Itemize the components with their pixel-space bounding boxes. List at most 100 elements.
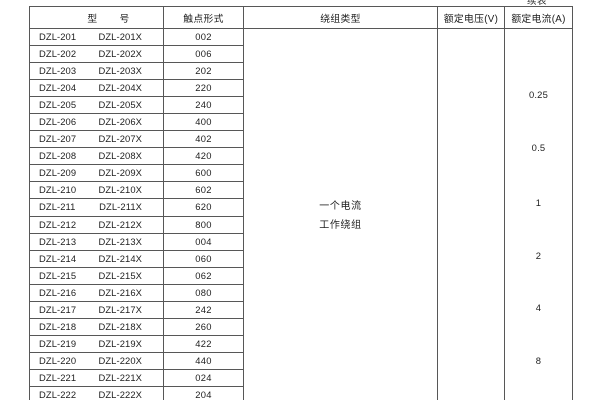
model-pair: DZL-218 DZL-218X — [30, 319, 163, 335]
relay-specification-table: 型号 触点形式 绕组类型 额定电压(V) 额定电流(A) DZL-201 DZL-… — [29, 6, 573, 400]
cell-model: DZL-206 DZL-206X — [29, 113, 164, 132]
model-code-variant: DZL-214X — [98, 252, 142, 264]
model-pair: DZL-221 DZL-221X — [30, 370, 163, 386]
column-header-rated-voltage: 额定电压(V) — [437, 6, 505, 29]
cell-model: DZL-207 DZL-207X — [29, 130, 164, 149]
model-code-variant: DZL-207X — [98, 133, 142, 145]
rated-current-value: 4 — [535, 301, 542, 313]
model-pair: DZL-211 DZL-211X — [30, 199, 163, 215]
table-row: DZL-216 DZL-216X 080 — [29, 283, 573, 302]
model-pair: DZL-204 DZL-204X — [30, 80, 163, 96]
model-pair: DZL-205 DZL-205X — [30, 97, 163, 113]
column-header-model-left: 型 — [87, 13, 98, 25]
table-row: DZL-206 DZL-206X 400 — [29, 113, 573, 132]
cell-contact-form: 800 — [163, 215, 244, 234]
model-code-base: DZL-201 — [39, 31, 77, 42]
cell-contact-form: 602 — [163, 181, 244, 200]
cell-rated-current: 0.25 0.5 1 2 4 8 — [504, 27, 573, 400]
table-header: 型号 触点形式 绕组类型 额定电压(V) 额定电流(A) — [29, 6, 573, 29]
model-code-base: DZL-217 — [39, 303, 77, 315]
cell-contact-form: 600 — [163, 164, 244, 183]
model-code-variant: DZL-222X — [98, 388, 142, 400]
rated-current-value: 8 — [535, 354, 542, 366]
cell-contact-form: 004 — [163, 232, 244, 251]
model-pair: DZL-220 DZL-220X — [30, 353, 163, 369]
table-row: DZL-222 DZL-222X 204 — [29, 385, 573, 400]
cell-contact-form: 220 — [163, 79, 244, 98]
column-header-winding-type: 绕组类型 — [243, 6, 438, 29]
cell-model: DZL-220 DZL-220X — [29, 351, 164, 370]
cell-model: DZL-204 DZL-204X — [29, 79, 164, 98]
model-code-variant: DZL-211X — [99, 201, 142, 213]
table-row: DZL-208 DZL-208X 420 — [29, 147, 573, 166]
column-header-model-right: 号 — [119, 13, 130, 25]
cell-contact-form: 062 — [163, 266, 244, 285]
model-pair: DZL-222 DZL-222X — [30, 387, 163, 400]
model-code-variant: DZL-204X — [98, 82, 142, 94]
table-row: DZL-212 DZL-212X 800 — [29, 215, 573, 234]
model-code-base: DZL-210 — [39, 184, 77, 196]
model-code-variant: DZL-216X — [98, 286, 142, 298]
table-row: DZL-209 DZL-209X 600 — [29, 164, 573, 183]
cell-model: DZL-215 DZL-215X — [29, 266, 164, 285]
cell-contact-form: 620 — [163, 198, 244, 217]
model-pair: DZL-213 DZL-213X — [30, 234, 163, 250]
rated-current-value: 0.25 — [528, 88, 549, 100]
model-pair: DZL-207 DZL-207X — [30, 131, 163, 147]
cell-model: DZL-212 DZL-212X — [29, 215, 164, 234]
table-row: DZL-217 DZL-217X 242 — [29, 300, 573, 319]
model-code-variant: DZL-213X — [98, 235, 142, 247]
table-row: DZL-220 DZL-220X 440 — [29, 351, 573, 370]
cell-model: DZL-214 DZL-214X — [29, 249, 164, 268]
model-pair: DZL-214 DZL-214X — [30, 251, 163, 267]
cell-contact-form: 422 — [163, 334, 244, 353]
table-row: DZL-201 DZL-201X 002 一个电流 工作绕组 0.25 0.5 1 2 4 8 — [29, 27, 573, 400]
model-code-base: DZL-215 — [39, 269, 77, 281]
cell-contact-form: 060 — [163, 249, 244, 268]
cell-model: DZL-222 DZL-222X — [29, 385, 164, 400]
model-code-variant: DZL-218X — [98, 320, 142, 332]
model-code-variant: DZL-208X — [98, 150, 142, 162]
table-row: DZL-215 DZL-215X 062 — [29, 266, 573, 285]
model-code-base: DZL-207 — [39, 133, 77, 145]
cell-contact-form: 202 — [163, 62, 244, 81]
winding-type-line: 工作绕组 — [319, 220, 362, 232]
model-code-base: DZL-212 — [39, 218, 77, 230]
cell-model: DZL-203 DZL-203X — [29, 62, 164, 81]
rated-current-value: 2 — [535, 249, 542, 261]
model-code-variant: DZL-215X — [98, 269, 142, 281]
model-code-base: DZL-221 — [39, 371, 77, 383]
model-pair: DZL-216 DZL-216X — [30, 285, 163, 301]
model-code-base: DZL-205 — [39, 99, 77, 111]
cell-contact-form: 024 — [163, 368, 244, 387]
model-code-base: DZL-214 — [39, 252, 77, 264]
cell-contact-form: 080 — [163, 283, 244, 302]
model-code-variant: DZL-201X — [98, 31, 142, 42]
cell-model: DZL-210 DZL-210X — [29, 181, 164, 200]
model-code-base: DZL-203 — [39, 65, 77, 77]
cell-contact-form: 402 — [163, 130, 244, 149]
table-row: DZL-210 DZL-210X 602 — [29, 181, 573, 200]
table-row: DZL-203 DZL-203X 202 — [29, 62, 573, 81]
cell-rated-voltage — [437, 27, 505, 400]
model-pair: DZL-208 DZL-208X — [30, 148, 163, 164]
cell-model: DZL-201 DZL-201X — [29, 27, 164, 47]
table-row: DZL-219 DZL-219X 422 — [29, 334, 573, 353]
model-code-base: DZL-213 — [39, 235, 77, 247]
table-row: DZL-204 DZL-204X 220 — [29, 79, 573, 98]
model-pair: DZL-201 DZL-201X — [30, 29, 163, 45]
model-code-base: DZL-211 — [39, 201, 76, 213]
model-code-variant: DZL-212X — [98, 218, 142, 230]
model-code-variant: DZL-220X — [98, 354, 142, 366]
model-code-variant: DZL-209X — [98, 167, 142, 179]
table-row: DZL-202 DZL-202X 006 — [29, 45, 573, 64]
model-code-base: DZL-204 — [39, 82, 77, 94]
cell-contact-form: 440 — [163, 351, 244, 370]
table-body: DZL-201 DZL-201X 002 一个电流 工作绕组 0.25 0.5 1 2 4 8 DZL… — [29, 27, 573, 400]
table-header-row: 型号 触点形式 绕组类型 额定电压(V) 额定电流(A) — [29, 6, 573, 29]
cell-contact-form: 002 — [163, 27, 244, 47]
rated-current-value: 1 — [535, 197, 542, 209]
model-code-variant: DZL-202X — [98, 48, 142, 60]
model-code-base: DZL-218 — [39, 320, 77, 332]
